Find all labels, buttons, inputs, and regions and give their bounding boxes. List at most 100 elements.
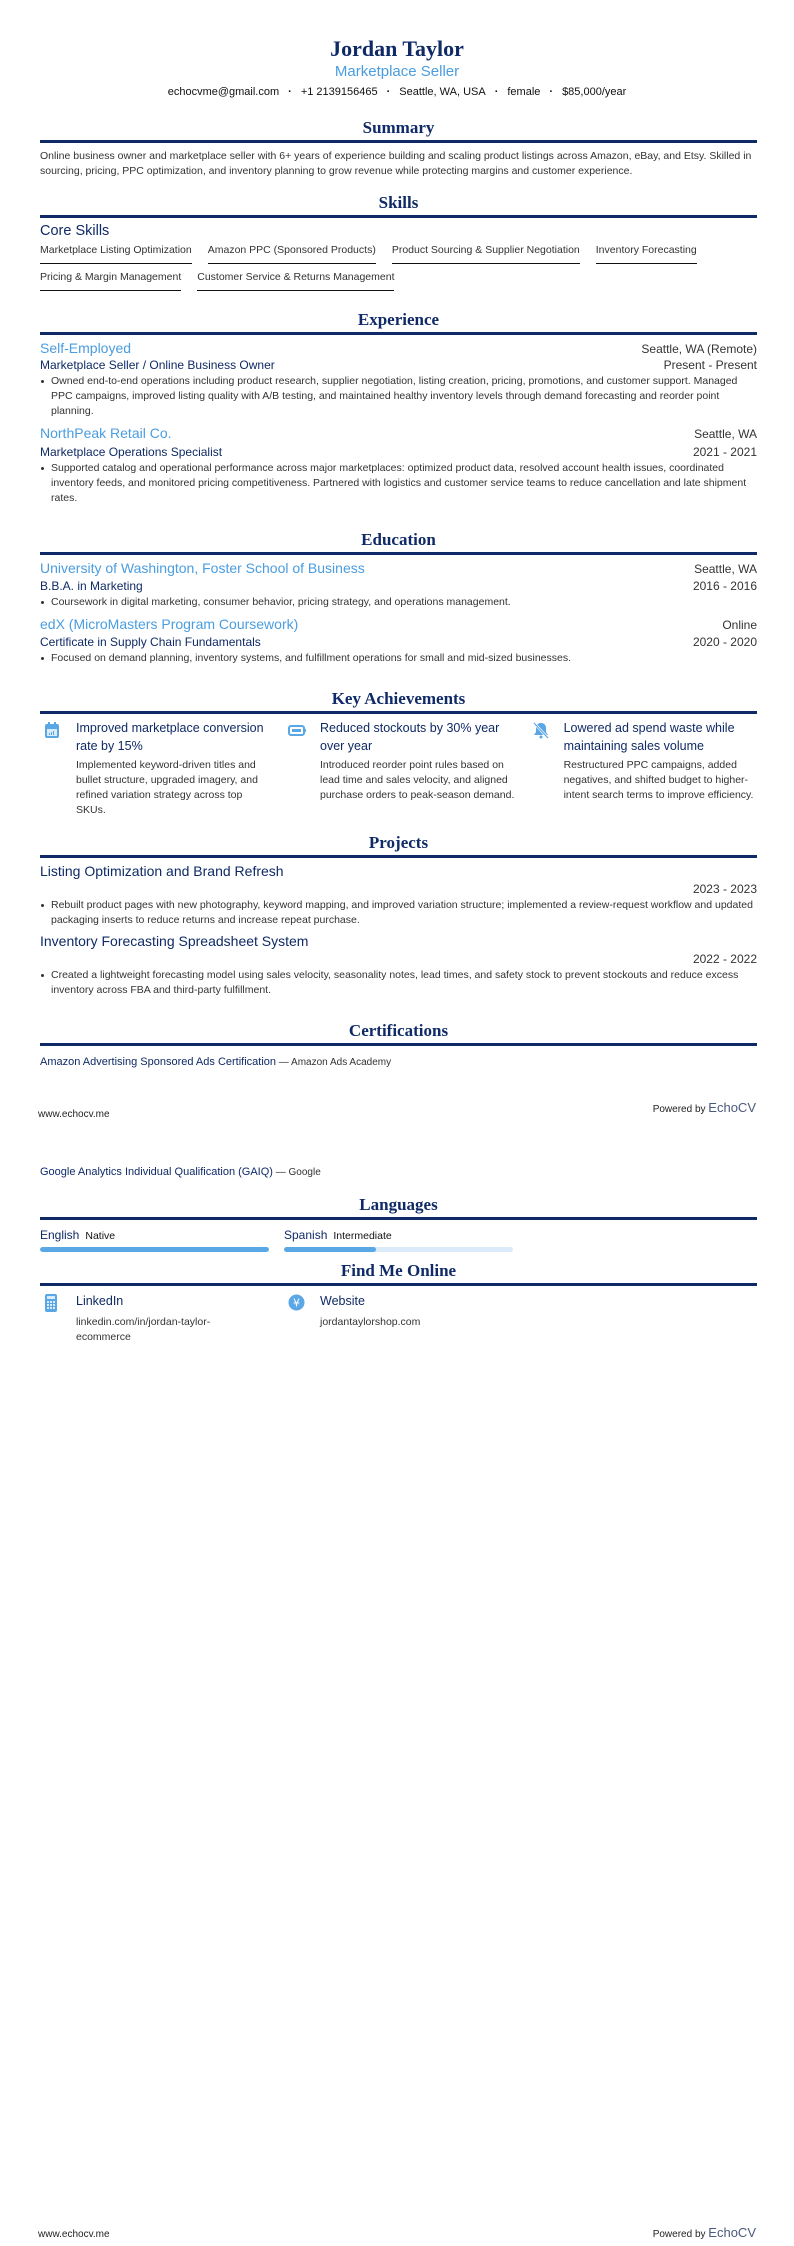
footer-brand: EchoCV xyxy=(708,1100,756,1115)
footer-powered: Powered by EchoCV xyxy=(652,2225,756,2240)
section-title: Languages xyxy=(359,1195,438,1214)
section-divider xyxy=(40,140,757,143)
language-name: Spanish xyxy=(284,1228,328,1242)
language-item: Spanish Intermediate xyxy=(284,1226,513,1252)
footer-powered: Powered by EchoCV xyxy=(652,1100,756,1115)
section-divider xyxy=(40,332,757,335)
proficiency-fill xyxy=(40,1247,269,1252)
certification-item: Google Analytics Individual Qualificatio… xyxy=(40,1166,321,1178)
online-link[interactable]: linkedin.com/in/jordan-taylor-ecommerce xyxy=(76,1316,211,1343)
achievement-item: Reduced stockouts by 30% year over year I… xyxy=(284,719,528,818)
certification-issuer: Amazon Ads Academy xyxy=(291,1057,392,1068)
calculator-icon xyxy=(40,1292,76,1345)
certifications-section: Certifications Amazon Advertising Sponso… xyxy=(40,1020,757,1070)
project-entry: Listing Optimization and Brand Refresh 2… xyxy=(40,863,757,928)
skill-group-title: Core Skills xyxy=(40,223,110,239)
education-section: Education University of Washington, Fost… xyxy=(40,529,757,666)
skill-tags: Marketplace Listing Optimization Amazon … xyxy=(40,243,757,291)
project-dates: 2023 - 2023 xyxy=(692,882,757,896)
school-location: Seattle, WA xyxy=(694,562,757,576)
certification-name: Amazon Advertising Sponsored Ads Certifi… xyxy=(40,1056,277,1068)
job-location: Seattle, WA xyxy=(694,427,757,441)
job-dates: 2021 - 2021 xyxy=(692,445,757,459)
section-divider xyxy=(40,215,757,218)
section-title: Key Achievements xyxy=(331,689,466,708)
summary-section: Summary Online business owner and market… xyxy=(40,117,757,179)
skill-tag: Marketplace Listing Optimization xyxy=(40,243,192,264)
online-label: LinkedIn xyxy=(76,1294,124,1308)
proficiency-fill xyxy=(284,1247,376,1252)
education-dates: 2016 - 2016 xyxy=(692,579,757,593)
calendar-chart-icon xyxy=(40,719,76,818)
skill-tag: Pricing & Margin Management xyxy=(40,270,182,291)
achievement-description: Introduced reorder point rules based on … xyxy=(320,759,515,801)
education-bullet: Coursework in digital marketing, consume… xyxy=(40,595,757,610)
education-entry: edX (MicroMasters Program Coursework) Onl… xyxy=(40,616,757,666)
candidate-title: Marketplace Seller xyxy=(334,63,460,80)
school-name: University of Washington, Foster School … xyxy=(40,560,365,576)
skill-tag: Product Sourcing & Supplier Negotiation xyxy=(391,243,580,264)
svg-text:¥: ¥ xyxy=(293,1297,300,1310)
experience-entry: Self-Employed Seattle, WA (Remote) Market… xyxy=(40,340,757,419)
achievements-section: Key Achievements Improved marketplace co… xyxy=(40,688,757,818)
project-bullet: Rebuilt product pages with new photograp… xyxy=(40,898,757,928)
languages-section: Languages English Native Spanish Intermedi… xyxy=(40,1194,757,1252)
achievement-item: Lowered ad spend waste while maintaining… xyxy=(528,719,757,818)
achievement-description: Restructured PPC campaigns, added negati… xyxy=(563,759,754,801)
online-label: Website xyxy=(320,1294,365,1308)
project-bullet: Created a lightweight forecasting model … xyxy=(40,968,757,998)
job-bullet: Owned end-to-end operations including pr… xyxy=(40,374,757,419)
skill-tag: Amazon PPC (Sponsored Products) xyxy=(207,243,376,264)
contact-salary: $85,000/year xyxy=(562,86,627,98)
online-item-linkedin[interactable]: LinkedIn linkedin.com/in/jordan-taylor-ec… xyxy=(40,1292,284,1345)
footer-site: www.echocv.me xyxy=(38,1109,110,1120)
battery-icon xyxy=(284,719,320,818)
job-title: Marketplace Seller / Online Business Own… xyxy=(40,358,275,372)
footer-site: www.echocv.me xyxy=(38,2229,110,2240)
contact-location: Seattle, WA, USA xyxy=(399,86,486,98)
summary-text: Online business owner and marketplace se… xyxy=(40,150,752,177)
contact-phone: +1 2139156465 xyxy=(300,86,378,98)
section-title: Certifications xyxy=(348,1021,449,1040)
school-location: Online xyxy=(722,618,757,632)
job-location: Seattle, WA (Remote) xyxy=(641,342,757,356)
education-entry: University of Washington, Foster School … xyxy=(40,560,757,610)
section-divider xyxy=(40,552,757,555)
degree: Certificate in Supply Chain Fundamentals xyxy=(40,635,261,649)
job-bullet: Supported catalog and operational perfor… xyxy=(40,461,757,506)
language-level: Native xyxy=(85,1230,116,1242)
job-title: Marketplace Operations Specialist xyxy=(40,445,223,459)
proficiency-bar xyxy=(40,1247,269,1252)
projects-section: Projects Listing Optimization and Brand … xyxy=(40,832,757,998)
achievement-title: Lowered ad spend waste while maintaining… xyxy=(563,721,735,753)
language-name: English xyxy=(40,1228,80,1242)
section-divider xyxy=(40,1043,757,1046)
education-dates: 2020 - 2020 xyxy=(692,635,757,649)
section-divider xyxy=(40,1283,757,1286)
achievement-title: Reduced stockouts by 30% year over year xyxy=(320,721,500,753)
yen-circle-icon: ¥ xyxy=(284,1292,320,1345)
language-item: English Native xyxy=(40,1226,269,1252)
project-dates: 2022 - 2022 xyxy=(692,952,757,966)
achievement-description: Implemented keyword-driven titles and bu… xyxy=(76,759,258,816)
online-section: Find Me Online LinkedIn linkedin.com/in/j… xyxy=(40,1260,757,1345)
company-name: Self-Employed xyxy=(40,340,132,356)
section-divider xyxy=(40,855,757,858)
section-title: Projects xyxy=(368,833,429,852)
online-link[interactable]: jordantaylorshop.com xyxy=(320,1316,421,1328)
online-item-website[interactable]: ¥ Website jordantaylorshop.com xyxy=(284,1292,528,1345)
company-name: NorthPeak Retail Co. xyxy=(40,425,172,441)
footer-brand: EchoCV xyxy=(708,2225,756,2240)
section-title: Find Me Online xyxy=(340,1261,457,1280)
skill-tag: Customer Service & Returns Management xyxy=(197,270,395,291)
contact-line: echocvme@gmail.com · +1 2139156465 · Seatt… xyxy=(167,86,627,98)
certification-issuer: Google xyxy=(288,1167,321,1178)
project-name: Inventory Forecasting Spreadsheet System xyxy=(40,933,309,949)
section-title: Education xyxy=(361,530,436,549)
certification-item: Amazon Advertising Sponsored Ads Certifi… xyxy=(40,1056,392,1068)
contact-email[interactable]: echocvme@gmail.com xyxy=(167,86,280,98)
section-title: Experience xyxy=(357,310,440,329)
section-divider xyxy=(40,1217,757,1220)
achievement-item: Improved marketplace conversion rate by … xyxy=(40,719,284,818)
experience-section: Experience Self-Employed Seattle, WA (Rem… xyxy=(40,309,757,506)
